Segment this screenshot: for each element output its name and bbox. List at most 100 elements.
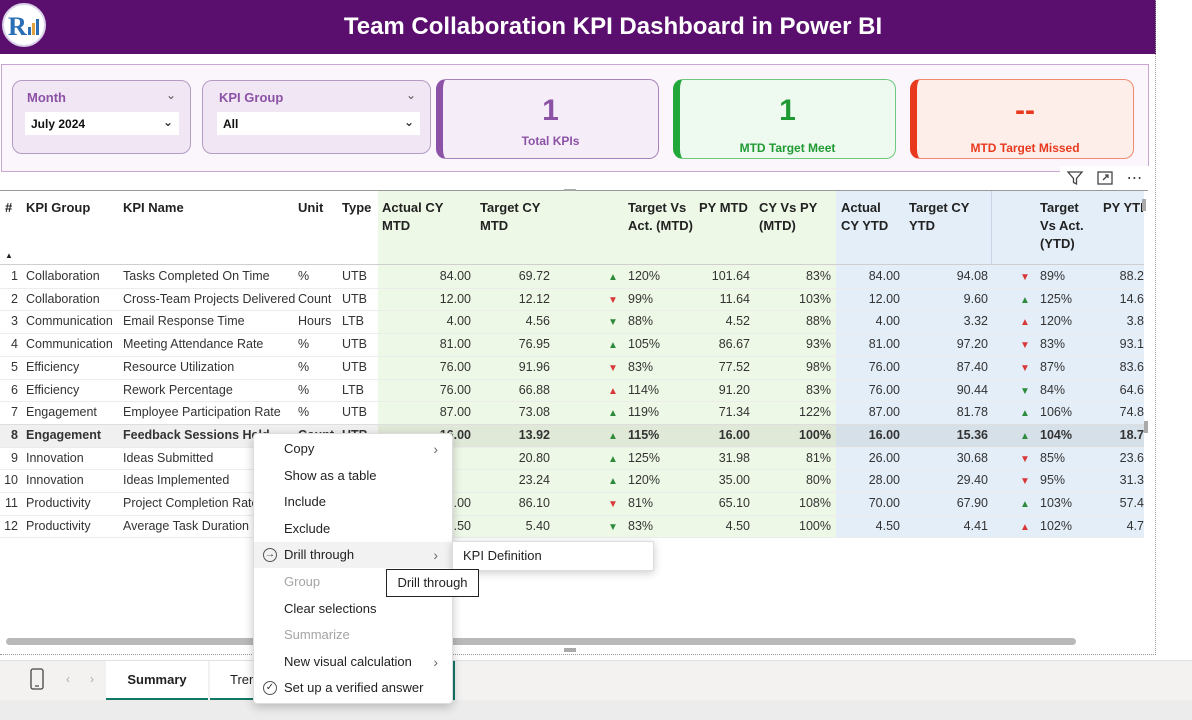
target-cy-ytd-cell: 90.44 (956, 382, 988, 397)
table-row[interactable]: 3 Communication Email Response Time Hours LT… (0, 310, 1144, 333)
table-row[interactable]: 2 Collaboration Cross-Team Projects Delive… (0, 288, 1144, 311)
horizontal-scrollbar[interactable] (6, 638, 1076, 645)
col-header-target-cy-mtd[interactable]: Target CY MTD (480, 200, 541, 233)
actual-cy-ytd-cell: 16.00 (868, 427, 900, 442)
arrow-down-icon: ▼ (608, 362, 618, 374)
py-mtd-cell: 101.64 (711, 269, 750, 283)
py-mtd-cell: 4.50 (725, 518, 750, 533)
ytd-columns-band (836, 191, 1144, 537)
target-vs-act-ytd-cell: 106% (1040, 405, 1072, 420)
ytd-indicator: ▲ (1020, 405, 1030, 419)
target-cy-mtd-cell: 4.56 (525, 314, 550, 329)
col-header-py-mtd[interactable]: PY MTD (699, 200, 748, 215)
row-number: 11 (5, 496, 18, 510)
type-cell: UTB (342, 291, 367, 306)
actual-cy-mtd-cell: 76.00 (439, 382, 471, 397)
cy-vs-py-mtd-cell: 83% (805, 269, 831, 283)
kpi-name-cell: Meeting Attendance Rate (123, 337, 264, 352)
py-ytd-cell: 4.7 (1126, 518, 1144, 533)
col-header-unit[interactable]: Unit (298, 200, 324, 215)
focus-mode-icon[interactable] (1094, 167, 1116, 189)
chevron-down-icon[interactable]: ⌄ (165, 88, 176, 102)
vertical-scrollbar[interactable] (1144, 421, 1148, 433)
col-header-number[interactable]: # (5, 200, 13, 215)
chevron-right-icon[interactable]: › (90, 672, 94, 686)
menu-item-show-as-a-table[interactable]: Show as a table (254, 463, 452, 489)
actual-cy-ytd-cell: 70.00 (868, 496, 900, 510)
menu-item-drill-through[interactable]: → Drill through › (254, 542, 452, 569)
py-mtd-cell: 65.10 (718, 496, 750, 510)
table-row[interactable]: 10 Innovation Ideas Implemented 23.24 ▲ 120% 3… (0, 469, 1144, 492)
actual-cy-ytd-cell: 4.50 (875, 518, 900, 533)
svg-text:R: R (8, 12, 27, 41)
mobile-layout-icon[interactable] (30, 668, 44, 693)
filter-icon[interactable] (1064, 167, 1086, 189)
table-row[interactable]: 11 Productivity Project Completion Rate .00… (0, 492, 1144, 515)
row-divider (0, 355, 1144, 357)
month-slicer-label: Month (27, 90, 66, 105)
submenu-item-kpi-definition[interactable]: KPI Definition (463, 548, 542, 563)
actual-cy-mtd-cell: 81.00 (439, 337, 471, 352)
menu-item-new-visual-calculation[interactable]: New visual calculation › (254, 649, 452, 675)
status-bar (0, 700, 1192, 720)
menu-item-copy[interactable]: Copy › (254, 436, 452, 462)
month-dropdown[interactable]: July 2024 ⌄ (25, 112, 179, 135)
arrow-down-icon: ▼ (608, 294, 618, 306)
table-row[interactable]: 12 Productivity Average Task Duration .50 5.… (0, 515, 1144, 538)
table-row[interactable]: 9 Innovation Ideas Submitted 20.80 ▲ 125% 31.9… (0, 447, 1144, 470)
month-slicer[interactable]: Month ⌄ July 2024 ⌄ (12, 80, 191, 154)
col-header-kpi-group[interactable]: KPI Group (26, 200, 91, 215)
target-vs-act-mtd-cell: 120% (628, 269, 660, 283)
table-row[interactable]: 1 Collaboration Tasks Completed On Time% UT… (0, 265, 1144, 288)
target-vs-act-mtd-cell: 119% (628, 405, 660, 420)
col-header-target-vs-act-mtd[interactable]: Target Vs Act. (MTD) (628, 200, 693, 233)
chevron-down-icon: ⌄ (162, 115, 173, 129)
arrow-up-icon: ▲ (608, 430, 618, 442)
menu-item-set-up-a-verified-answer[interactable]: ✓ Set up a verified answer (254, 675, 452, 701)
resize-handle[interactable] (564, 648, 576, 652)
menu-item-exclude[interactable]: Exclude (254, 516, 452, 542)
target-cy-ytd-cell: 9.60 (963, 291, 988, 306)
target-vs-act-ytd-cell: 95% (1040, 473, 1066, 488)
table-row[interactable]: 4 Communication Meeting Attendance Rate% UT… (0, 333, 1144, 356)
mtd-target-missed-card: -- MTD Target Missed (910, 79, 1134, 159)
col-header-target-vs-act-ytd[interactable]: Target Vs Act. (YTD) (1040, 200, 1084, 251)
col-header-py-ytd[interactable]: PY YTD (1103, 200, 1143, 215)
arrow-up-icon: ▲ (608, 385, 618, 397)
menu-item-clear-selections[interactable]: Clear selections (254, 596, 452, 622)
arrow-down-icon: ▼ (1020, 362, 1030, 374)
chevron-down-icon[interactable]: ⌄ (405, 88, 416, 102)
row-divider (0, 333, 1144, 335)
visual-header: ⋯ (1060, 166, 1150, 190)
ytd-indicator: ▲ (1020, 519, 1030, 533)
table-row[interactable]: 5 Efficiency Resource Utilization% UTB 76.00… (0, 356, 1144, 379)
kpi-group-slicer[interactable]: KPI Group ⌄ All ⌄ (202, 80, 431, 154)
resize-handle[interactable] (1142, 199, 1146, 211)
col-header-actual-cy-ytd[interactable]: Actual CY YTD (841, 200, 889, 233)
page-title: Team Collaboration KPI Dashboard in Powe… (343, 13, 883, 40)
table-row[interactable]: 6 Efficiency Rework Percentage% LTB 76.00 66.… (0, 379, 1144, 402)
arrow-up-icon: ▲ (608, 408, 618, 420)
target-vs-act-ytd-cell: 120% (1040, 314, 1072, 329)
menu-item-include[interactable]: Include (254, 489, 452, 515)
target-vs-act-mtd-cell: 83% (628, 518, 654, 533)
more-options-icon[interactable]: ⋯ (1126, 170, 1144, 187)
target-cy-mtd-cell: 91.96 (518, 359, 550, 374)
sort-ascending-icon[interactable]: ▲ (5, 251, 13, 260)
chevron-left-icon[interactable]: ‹ (66, 672, 70, 686)
type-cell: UTB (342, 269, 367, 283)
col-header-cy-vs-py-mtd[interactable]: CY Vs PY (MTD) (759, 200, 818, 233)
mtd-indicator: ▲ (608, 269, 618, 283)
tab-summary[interactable]: Summary (106, 661, 208, 701)
actual-cy-mtd-cell: 4.00 (446, 314, 471, 329)
col-header-type[interactable]: Type (342, 200, 372, 215)
kpi-group-dropdown[interactable]: All ⌄ (217, 112, 420, 135)
col-header-kpi-name[interactable]: KPI Name (123, 200, 184, 215)
col-header-target-cy-ytd[interactable]: Target CY YTD (909, 200, 970, 233)
col-header-actual-cy-mtd[interactable]: Actual CY MTD (382, 200, 444, 233)
table-row[interactable]: 7 Engagement Employee Participation Rate% U… (0, 401, 1144, 424)
py-ytd-cell: 74.8 (1119, 405, 1144, 420)
mtd-target-meet-value: 1 (779, 94, 796, 127)
py-ytd-cell: 18.7 (1119, 427, 1144, 442)
